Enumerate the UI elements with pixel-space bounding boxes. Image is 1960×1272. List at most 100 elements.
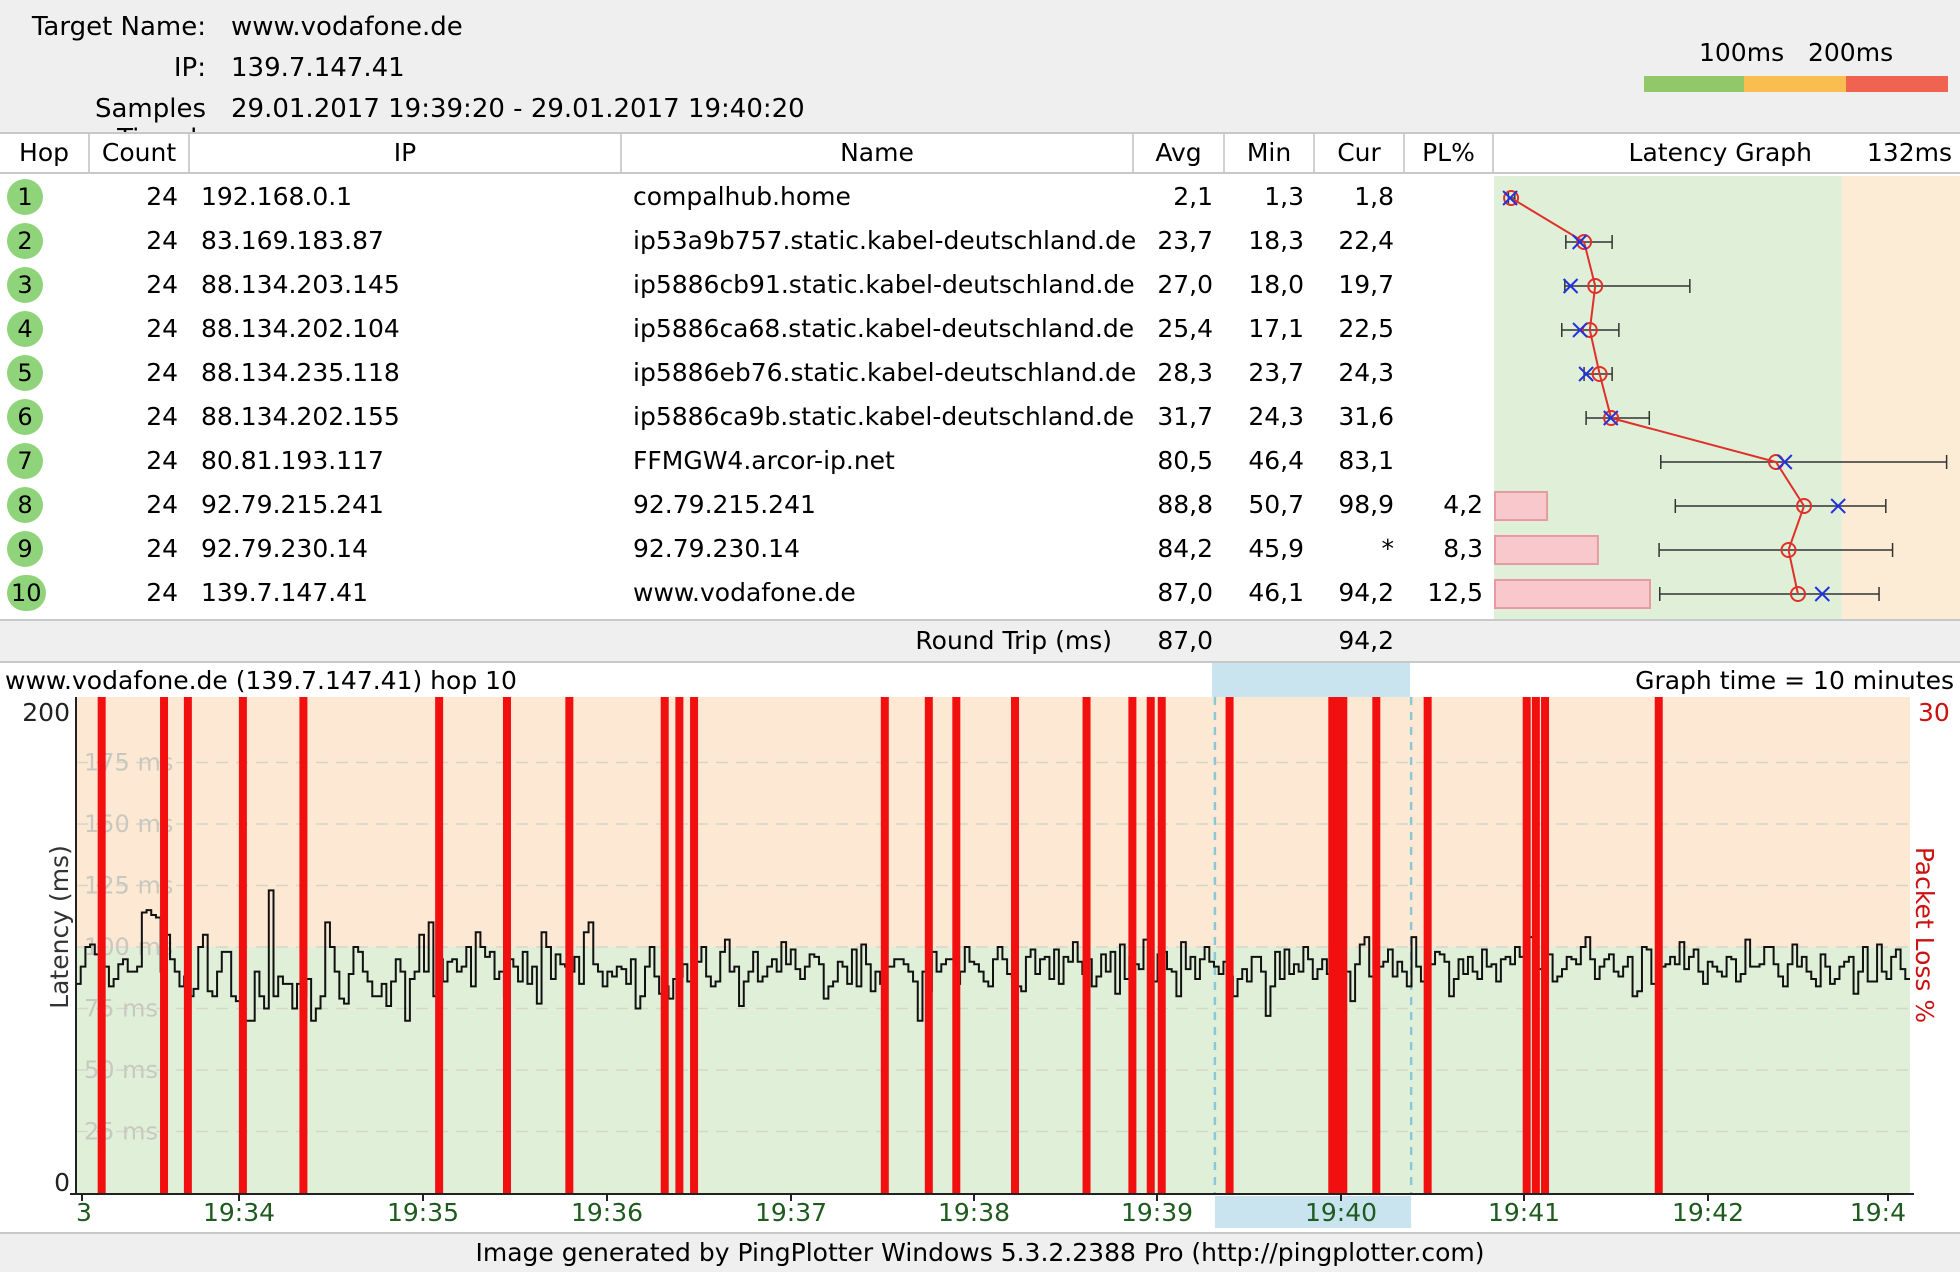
table-row[interactable]: 1 24 192.168.0.1 compalhub.home 2,1 1,3 1,8 (0, 175, 1960, 219)
hop-cur-cell: 24,3 (1338, 358, 1394, 387)
table-row[interactable]: 2 24 83.169.183.87 ip53a9b757.static.kabel-… (0, 219, 1960, 263)
avg-marker (1503, 190, 1520, 206)
table-row[interactable]: 6 24 88.134.202.155 ip5886ca9b.static.kabel… (0, 395, 1960, 439)
packet-loss-marker (1423, 697, 1432, 1193)
current-marker (1814, 586, 1830, 602)
hop-pl-cell (1405, 219, 1483, 263)
col-header-ip[interactable]: IP (190, 134, 622, 172)
hop-ip-cell: 88.134.235.118 (201, 358, 400, 387)
hop-name-cell: ip5886ca9b.static.kabel-deutschland.de (633, 402, 1135, 431)
hop-cur-cell: 94,2 (1338, 578, 1394, 607)
hop-number-badge: 4 (7, 311, 43, 347)
col-header-pl[interactable]: PL% (1405, 134, 1494, 172)
hop-pl-cell (1405, 307, 1483, 351)
hop-name-cell: 92.79.230.14 (633, 534, 800, 563)
hop-ip-cell: 92.79.215.241 (201, 490, 384, 519)
graph-time-label[interactable]: Graph time = 10 minutes (1635, 666, 1954, 695)
table-row[interactable]: 4 24 88.134.202.104 ip5886ca68.static.kabel… (0, 307, 1960, 351)
hop-number-badge: 6 (7, 399, 43, 435)
hop-count-cell: 24 (146, 534, 178, 563)
hop-min-cell: 1,3 (1264, 182, 1304, 211)
packet-loss-marker (435, 697, 444, 1193)
hop-pl-cell: 8,3 (1443, 534, 1483, 563)
y-axis-bottom-label: 0 (54, 1168, 70, 1197)
packet-loss-marker (952, 697, 961, 1193)
hop-min-cell: 23,7 (1248, 358, 1304, 387)
packet-loss-marker (299, 697, 308, 1193)
hop-min-cell: 18,3 (1248, 226, 1304, 255)
legend-red-swatch (1846, 76, 1948, 92)
samples-timed-value: 29.01.2017 19:39:20 - 29.01.2017 19:40:2… (231, 94, 805, 124)
packet-loss-marker (1372, 697, 1381, 1193)
hop-latency-graph (1494, 176, 1960, 619)
hop-name-cell: ip5886eb76.static.kabel-deutschland.de (633, 358, 1137, 387)
hop-avg-cell: 28,3 (1157, 358, 1213, 387)
col-header-latency-graph[interactable]: Latency Graph (1628, 138, 1812, 167)
x-tick-label: 19:40 (1305, 1198, 1377, 1227)
packet-loss-marker (1082, 697, 1091, 1193)
hop-count-cell: 24 (146, 314, 178, 343)
packet-loss-marker (1654, 697, 1663, 1193)
col-header-count[interactable]: Count (90, 134, 190, 172)
hop-name-cell: 92.79.215.241 (633, 490, 816, 519)
hop-number-badge: 9 (7, 531, 43, 567)
x-tick-label: 19:34 (203, 1198, 275, 1227)
hop-min-cell: 24,3 (1248, 402, 1304, 431)
latency-graph-scale-max: 132ms (1866, 138, 1952, 167)
x-tick-label: 19:39 (1121, 1198, 1193, 1227)
hop-min-cell: 46,1 (1248, 578, 1304, 607)
table-row[interactable]: 7 24 80.81.193.117 FFMGW4.arcor-ip.net 80,5 4… (0, 439, 1960, 483)
table-row[interactable]: 9 24 92.79.230.14 92.79.230.14 84,2 45,9 * 8,3 (0, 527, 1960, 571)
hop-min-cell: 50,7 (1248, 490, 1304, 519)
current-marker (1578, 366, 1594, 382)
hop-pl-cell (1405, 175, 1483, 219)
hop-cur-cell: 22,5 (1338, 314, 1394, 343)
legend-100ms-label: 100ms (1699, 38, 1785, 67)
hop-ip-cell: 80.81.193.117 (201, 446, 384, 475)
x-tick-label: 3 (76, 1198, 92, 1227)
avg-marker (1796, 498, 1813, 514)
hop-ip-cell: 192.168.0.1 (201, 182, 353, 211)
avg-marker (1581, 322, 1598, 338)
hop-avg-cell: 2,1 (1173, 182, 1213, 211)
packet-loss-marker (97, 697, 106, 1193)
hop-number-badge: 10 (7, 575, 46, 611)
hop-name-cell: ip5886ca68.static.kabel-deutschland.de (633, 314, 1135, 343)
col-header-cur[interactable]: Cur (1315, 134, 1405, 172)
y2-axis-top-label: 30 (1918, 698, 1950, 727)
ip-label: IP: (173, 53, 206, 83)
col-header-hop[interactable]: Hop (0, 134, 90, 172)
table-row[interactable]: 5 24 88.134.235.118 ip5886eb76.static.kabel… (0, 351, 1960, 395)
table-row[interactable]: 8 24 92.79.215.241 92.79.215.241 88,8 50,7 98,… (0, 483, 1960, 527)
hop-pl-cell: 12,5 (1427, 578, 1483, 607)
avg-marker (1780, 542, 1797, 558)
packet-loss-bar (1494, 491, 1549, 521)
table-row[interactable]: 3 24 88.134.203.145 ip5886cb91.static.kabel… (0, 263, 1960, 307)
hop-cur-cell: 83,1 (1338, 446, 1394, 475)
hop-number-badge: 3 (7, 267, 43, 303)
x-tick-label: 19:4 (1850, 1198, 1906, 1227)
packet-loss-marker (565, 697, 574, 1193)
packet-loss-marker (1011, 697, 1020, 1193)
current-marker (1603, 410, 1619, 426)
x-tick-label: 19:37 (755, 1198, 827, 1227)
hop-min-cell: 45,9 (1248, 534, 1304, 563)
hop-ip-cell: 92.79.230.14 (201, 534, 368, 563)
current-marker (1562, 278, 1579, 294)
hop-name-cell: www.vodafone.de (633, 578, 856, 607)
col-header-avg[interactable]: Avg (1134, 134, 1225, 172)
col-header-min[interactable]: Min (1225, 134, 1315, 172)
gridline-label: 50 ms (84, 1056, 158, 1084)
avg-marker (1603, 410, 1620, 426)
graph-warn-zone (1841, 176, 1960, 619)
packet-loss-marker (660, 697, 669, 1193)
table-row[interactable]: 10 24 139.7.147.41 www.vodafone.de 87,0 46,1 9… (0, 571, 1960, 615)
col-header-name[interactable]: Name (622, 134, 1134, 172)
packet-loss-marker (924, 697, 933, 1193)
packet-loss-marker (1128, 697, 1137, 1193)
legend-green-swatch (1644, 76, 1744, 92)
packet-loss-marker (160, 697, 169, 1193)
packet-loss-marker (675, 697, 684, 1193)
hop-number-badge: 8 (7, 487, 43, 523)
